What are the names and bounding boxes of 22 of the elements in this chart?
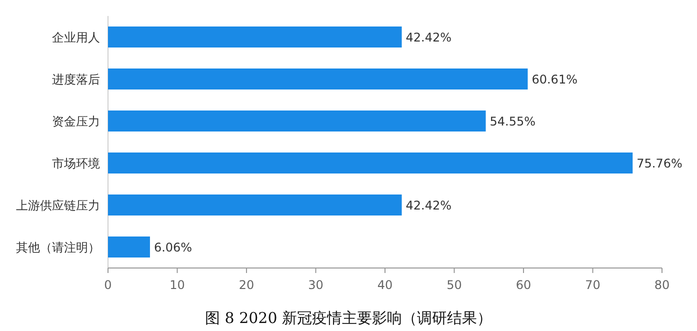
x-tick-label: 10: [170, 278, 185, 292]
y-tick-label: 进度落后: [52, 72, 100, 86]
text: 图 8 2020 新冠疫情主要影响（调研结果）: [204, 309, 492, 327]
x-tick-label: 0: [104, 278, 112, 292]
data-label: 75.76%: [636, 156, 682, 170]
x-tick-label: 30: [308, 278, 324, 292]
y-tick-label: 其他（请注明）: [16, 240, 100, 254]
x-tick-label: 60: [516, 278, 532, 292]
x-tick-label: 70: [585, 278, 600, 292]
data-label: 6.06%: [154, 240, 192, 254]
data-label: 60.61%: [532, 72, 578, 86]
y-tick-label: 企业用人: [52, 30, 100, 44]
data-label: 42.42%: [406, 198, 452, 212]
data-label: 42.42%: [406, 30, 452, 44]
x-tick-label: 40: [377, 278, 393, 292]
y-tick-label: 资金压力: [52, 114, 100, 128]
data-label: 54.55%: [490, 114, 536, 128]
x-tick-label: 80: [654, 278, 670, 292]
x-tick-label: 50: [446, 278, 462, 292]
x-tick-label: 20: [238, 278, 254, 292]
y-tick-label: 市场环境: [52, 156, 100, 170]
y-tick-label: 上游供应链压力: [16, 198, 100, 212]
